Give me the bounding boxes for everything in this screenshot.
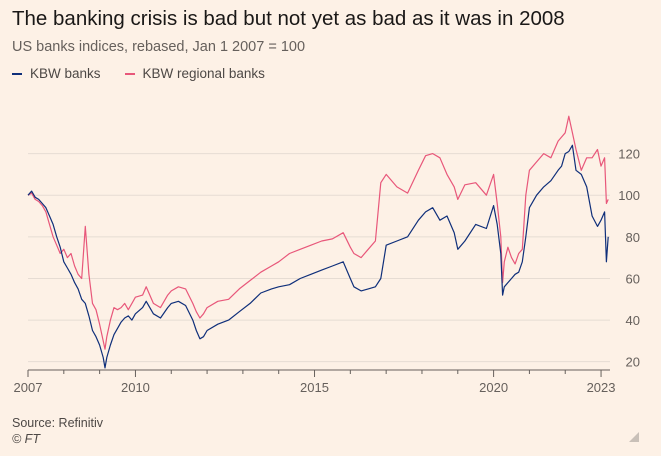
resize-icon[interactable]	[629, 432, 639, 442]
legend: KBW banks KBW regional banks	[12, 66, 265, 81]
x-tick-label-2015: 2015	[300, 380, 329, 395]
x-tick-label-2007: 2007	[14, 380, 43, 395]
legend-label-kbw-banks: KBW banks	[30, 66, 101, 81]
series-line-kbw-regional	[27, 115, 609, 350]
y-tick-label-20: 20	[626, 355, 640, 370]
copyright-note: © FT	[12, 432, 40, 446]
legend-swatch-kbw-regional	[124, 72, 135, 75]
chart-title: The banking crisis is bad but not yet as…	[12, 7, 565, 30]
source-note: Source: Refinitiv	[12, 416, 104, 430]
y-tick-label-80: 80	[626, 230, 640, 245]
legend-item-kbw-banks: KBW banks	[12, 66, 101, 81]
legend-item-kbw-regional: KBW regional banks	[124, 66, 265, 81]
chart-subtitle: US banks indices, rebased, Jan 1 2007 = …	[12, 39, 306, 55]
x-tick-label-2023: 2023	[587, 380, 616, 395]
y-tick-label-60: 60	[626, 271, 640, 286]
y-tick-label-120: 120	[618, 147, 640, 162]
x-tick-label-2010: 2010	[121, 380, 150, 395]
series-line-kbw-banks	[27, 144, 609, 369]
y-tick-label-40: 40	[626, 313, 640, 328]
legend-swatch-kbw-banks	[12, 72, 22, 75]
x-tick-label-2020: 2020	[479, 380, 508, 395]
line-chart: 20 40 60 80 100 120 2007 2010 2015 2020 2023	[14, 115, 640, 395]
y-tick-label-100: 100	[618, 188, 640, 203]
legend-label-kbw-regional: KBW regional banks	[142, 66, 265, 81]
